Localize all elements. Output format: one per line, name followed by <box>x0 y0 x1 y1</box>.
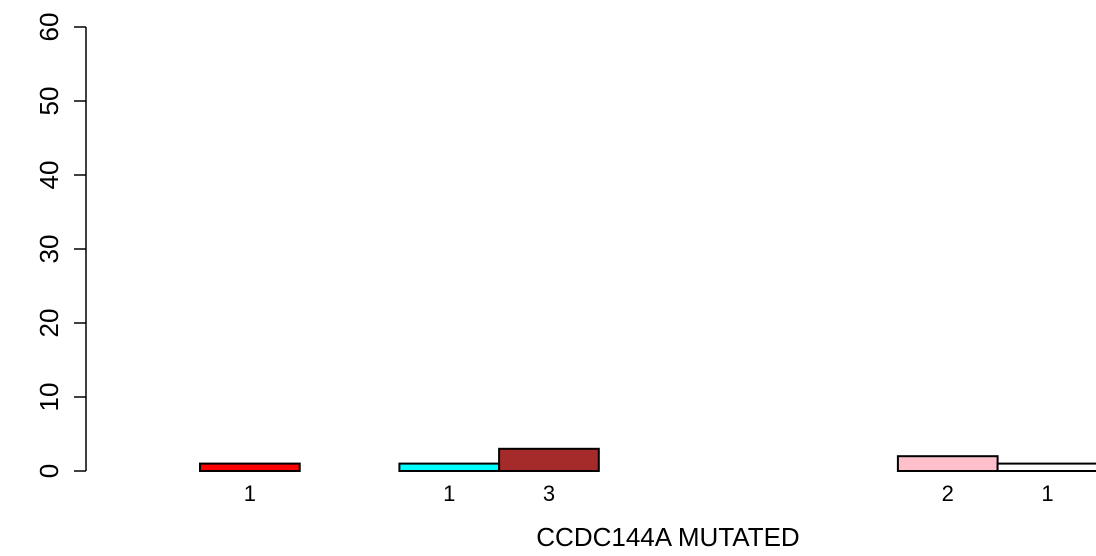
bar <box>498 447 600 472</box>
y-tick-label: 20 <box>34 309 64 338</box>
bar-count-label: 2 <box>942 481 954 506</box>
y-tick-label: 0 <box>34 464 64 478</box>
bar <box>896 455 999 473</box>
bar-count-label: 1 <box>443 481 455 506</box>
y-tick-label: 50 <box>34 87 64 116</box>
bar <box>199 462 301 473</box>
y-tick-label: 30 <box>34 235 64 264</box>
bar-labels: 1 1 3 2 1 <box>244 481 1054 506</box>
bars <box>199 447 1096 473</box>
y-axis: 0 10 20 30 40 50 60 <box>34 13 87 478</box>
x-axis-label: CCDC144A MUTATED <box>536 522 799 552</box>
bar-count-label: 3 <box>543 481 555 506</box>
bar <box>996 462 1096 473</box>
y-tick-label: 40 <box>34 161 64 190</box>
y-tick-label: 10 <box>34 383 64 412</box>
bar <box>398 462 501 473</box>
bar-count-label: 1 <box>244 481 256 506</box>
bar-count-label: 1 <box>1041 481 1053 506</box>
y-tick-label: 60 <box>34 13 64 42</box>
